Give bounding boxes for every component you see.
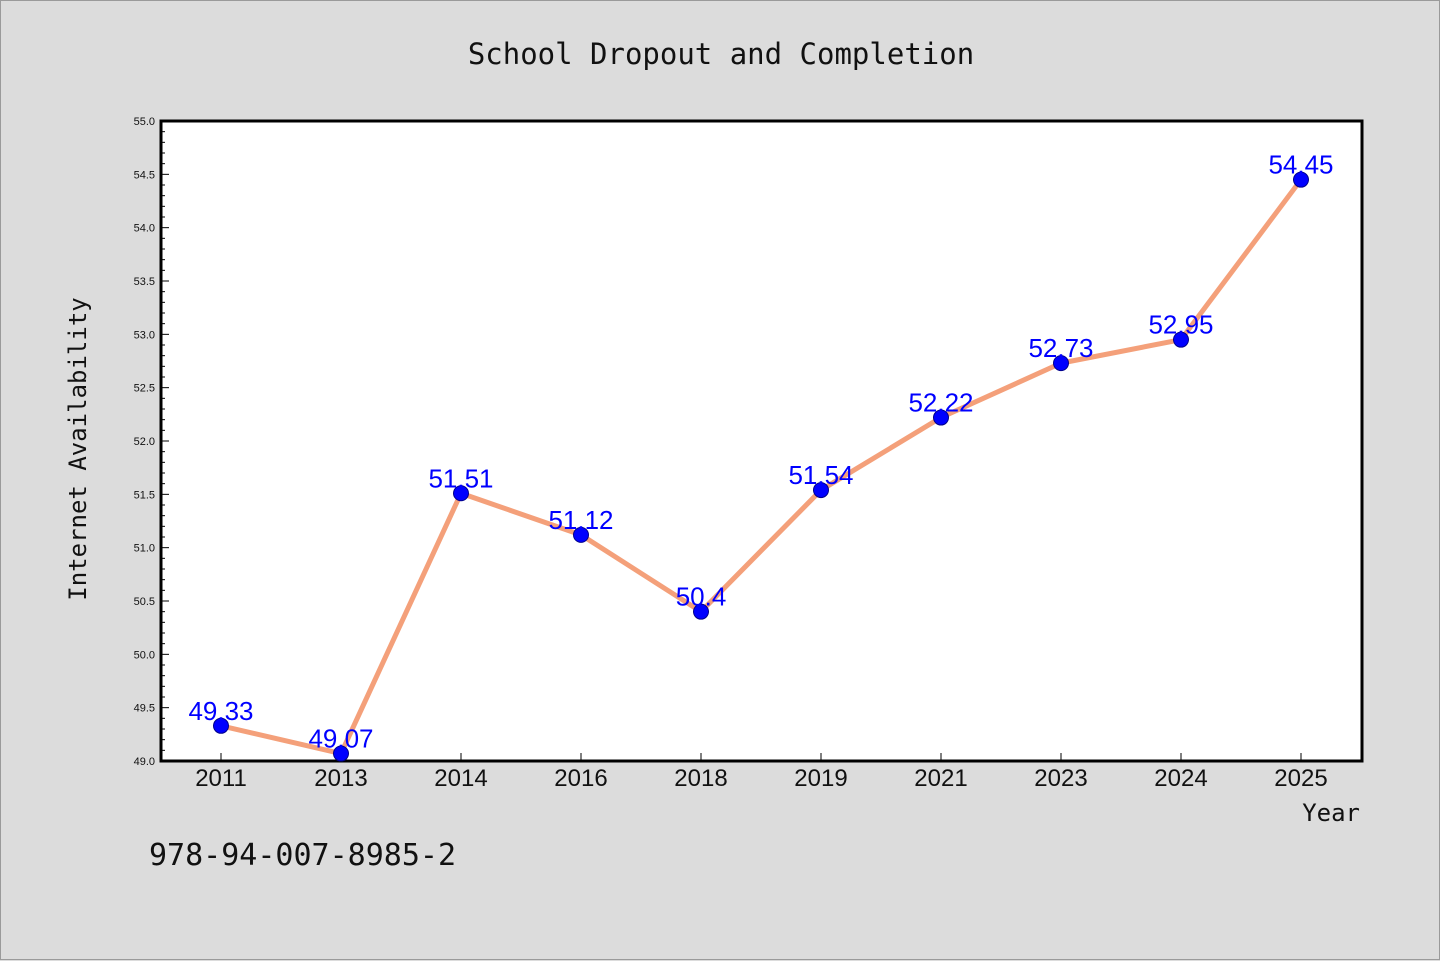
x-tick-label: 2013 xyxy=(314,765,367,792)
x-tick-label: 2019 xyxy=(794,765,847,792)
y-tick-label: 51.0 xyxy=(134,543,155,555)
data-point xyxy=(1053,355,1069,372)
series-line xyxy=(218,177,1304,757)
data-point xyxy=(813,482,829,499)
y-tick-label: 50.0 xyxy=(134,649,155,661)
y-tick-label: 52.0 xyxy=(134,436,155,448)
y-tick-label: 55.0 xyxy=(134,116,155,128)
y-tick-label: 53.5 xyxy=(134,276,155,288)
chart-title: School Dropout and Completion xyxy=(468,37,974,71)
data-label: 51.54 xyxy=(788,460,853,490)
y-tick-label: 49.0 xyxy=(134,756,155,768)
y-tick-label: 52.5 xyxy=(134,383,155,395)
plot-area xyxy=(159,119,1364,763)
y-tick-label: 54.0 xyxy=(134,223,155,235)
data-label: 52.22 xyxy=(908,388,973,418)
y-tick-label: 50.5 xyxy=(134,596,155,608)
data-label: 51.12 xyxy=(548,505,613,535)
data-point xyxy=(1173,331,1189,348)
data-point xyxy=(1293,171,1309,188)
data-label: 51.51 xyxy=(428,463,493,493)
y-axis: 49.0 49.5 50.0 50.5 51.0 51.5 52.0 52.5 53.0 53.5… xyxy=(134,116,169,768)
series-group: 49.33 49.07 51.51 51.12 50.4 51.54 52.22 52.73 5… xyxy=(188,150,1334,762)
y-axis-label: Internet Availability xyxy=(64,297,92,600)
data-point xyxy=(693,603,709,620)
x-tick-label: 2011 xyxy=(195,765,247,792)
x-axis-label: Year xyxy=(1302,799,1360,827)
data-label: 54.45 xyxy=(1268,150,1333,180)
data-label: 52.95 xyxy=(1148,310,1213,340)
x-tick-label: 2016 xyxy=(554,765,607,792)
data-point xyxy=(933,409,949,426)
data-label: 50.4 xyxy=(676,582,727,612)
y-tick-label: 49.5 xyxy=(134,703,155,715)
x-axis: 2011 2013 2014 2016 2018 2019 2021 2023 2024 2025 xyxy=(195,753,1328,792)
data-label: 49.07 xyxy=(308,724,373,754)
x-tick-label: 2014 xyxy=(434,765,487,792)
x-tick-label: 2023 xyxy=(1034,765,1087,792)
data-label: 52.73 xyxy=(1028,333,1093,363)
data-point xyxy=(333,745,349,762)
y-tick-label: 51.5 xyxy=(134,489,155,501)
data-point xyxy=(573,526,589,543)
data-point xyxy=(213,717,229,734)
data-point xyxy=(453,485,469,502)
y-tick-label: 53.0 xyxy=(134,329,155,341)
x-tick-label: 2021 xyxy=(914,765,967,792)
y-tick-label: 54.5 xyxy=(134,169,155,181)
x-tick-label: 2024 xyxy=(1154,765,1207,792)
footer-code: 978-94-007-8985-2 xyxy=(149,838,456,873)
x-tick-label: 2018 xyxy=(674,765,727,792)
x-tick-label: 2025 xyxy=(1274,765,1327,792)
data-label: 49.33 xyxy=(188,696,253,726)
